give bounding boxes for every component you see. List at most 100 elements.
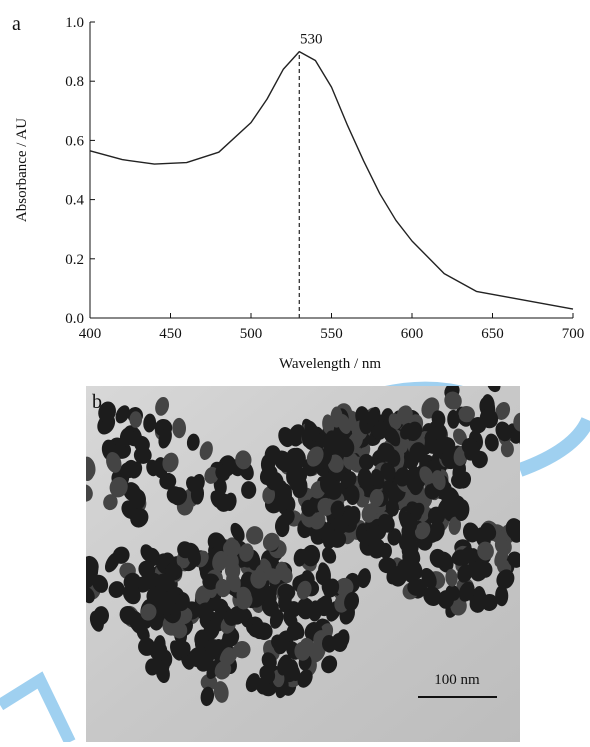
particle	[369, 489, 384, 508]
particle	[275, 519, 290, 538]
particle	[370, 468, 385, 490]
particle	[195, 585, 212, 605]
particle	[200, 686, 215, 707]
particle	[123, 572, 141, 591]
particle	[66, 432, 86, 456]
particle	[310, 512, 326, 530]
particle	[444, 391, 462, 410]
particle	[336, 436, 355, 458]
particle	[235, 450, 252, 470]
particle	[519, 420, 520, 441]
particle	[233, 640, 251, 659]
y-tick-label: 0.8	[65, 74, 84, 90]
x-tick-label: 500	[240, 326, 263, 342]
particle	[213, 681, 229, 703]
particle	[377, 513, 395, 533]
particle	[215, 578, 231, 598]
particle	[304, 420, 320, 442]
particle	[477, 541, 494, 561]
particle	[194, 629, 208, 647]
particle	[122, 459, 138, 479]
particle	[469, 596, 486, 613]
particle	[323, 578, 340, 598]
particle	[523, 411, 540, 429]
particle	[366, 406, 381, 427]
particle	[419, 466, 434, 485]
particle	[404, 537, 419, 555]
particle	[428, 520, 445, 542]
particle	[480, 522, 497, 541]
particle	[239, 543, 254, 562]
particle	[129, 611, 144, 631]
particle	[214, 660, 232, 680]
particle	[495, 421, 512, 442]
particle	[279, 566, 293, 584]
particle	[204, 466, 219, 484]
particle	[423, 586, 442, 607]
particle	[153, 657, 170, 675]
particle	[236, 591, 253, 610]
particle	[186, 433, 200, 451]
particle	[58, 449, 76, 468]
particle	[414, 521, 431, 540]
particle	[337, 413, 351, 435]
particle	[447, 409, 460, 429]
particle	[290, 621, 305, 639]
particle	[250, 569, 267, 589]
particle	[170, 487, 188, 506]
particle	[431, 470, 446, 491]
y-tick-label: 0.2	[65, 252, 84, 268]
particle	[103, 494, 118, 511]
particle	[289, 466, 308, 485]
particle	[59, 467, 82, 491]
particle	[458, 581, 475, 602]
particle	[357, 568, 371, 589]
particle	[109, 476, 128, 498]
particle	[223, 609, 240, 626]
particle	[108, 581, 125, 598]
particle	[130, 508, 149, 528]
particle	[222, 539, 241, 557]
tem-image	[58, 386, 540, 742]
particle	[210, 490, 224, 508]
particle	[387, 528, 402, 546]
particle	[246, 526, 264, 545]
particle	[486, 386, 501, 393]
particle	[278, 427, 295, 448]
particle	[261, 652, 277, 670]
particle	[199, 441, 213, 461]
y-tick-label: 1.0	[65, 15, 84, 31]
particle	[322, 529, 337, 550]
particle	[226, 571, 241, 593]
particle	[495, 401, 511, 420]
particle	[140, 603, 157, 621]
particle	[470, 560, 488, 582]
particle	[430, 421, 448, 441]
particle	[296, 580, 312, 600]
x-tick-label: 650	[481, 326, 504, 342]
particle	[277, 654, 293, 676]
particle	[385, 499, 400, 517]
particle	[138, 560, 156, 579]
particle	[262, 486, 276, 504]
particle	[288, 447, 306, 470]
particle	[165, 563, 179, 580]
particle	[67, 566, 87, 591]
scale-bar-label: 100 nm	[434, 672, 480, 688]
particle	[432, 435, 448, 456]
particle	[86, 461, 95, 482]
particle	[271, 634, 287, 651]
particle	[389, 565, 408, 587]
y-tick-label: 0.4	[65, 193, 84, 209]
particle	[322, 635, 337, 653]
particle	[140, 544, 155, 562]
particle	[496, 569, 515, 590]
particle	[86, 568, 95, 589]
particle	[448, 516, 461, 535]
particle	[160, 597, 176, 616]
particle	[277, 583, 296, 601]
particle	[453, 428, 467, 446]
particle	[175, 641, 191, 658]
